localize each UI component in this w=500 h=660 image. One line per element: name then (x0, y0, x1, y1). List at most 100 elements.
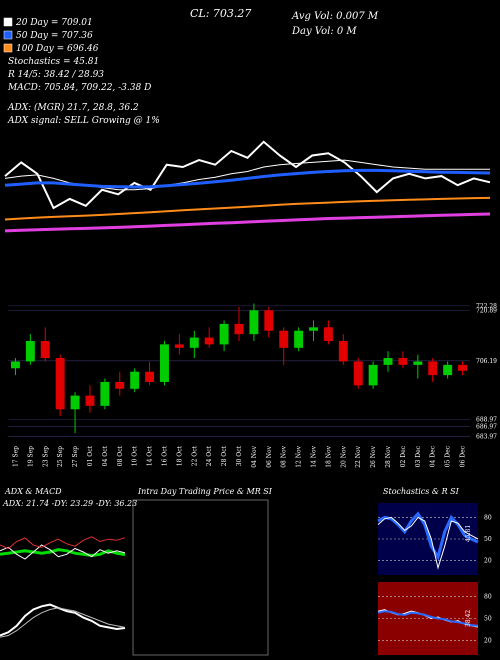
candle-body (174, 344, 184, 348)
x-tick-label: 22 Oct (191, 445, 198, 466)
y-tick-label: 80 (484, 594, 492, 601)
series-line (4, 196, 491, 221)
candle-body (249, 310, 259, 335)
legend-label: 20 Day = 709.01 (15, 18, 93, 28)
series-line (4, 212, 491, 233)
indicator: ADX signal: SELL Growing @ 1% (7, 116, 160, 126)
legend-swatch (3, 43, 13, 53)
x-tick-label: 10 Oct (132, 445, 139, 466)
panel-subtitle: ADX: 21.74 -DY: 23.29 -DY: 36.23 (2, 499, 137, 508)
candle-body (100, 381, 110, 406)
x-tick-label: 26 Nov (370, 445, 377, 467)
panel-title: Stochastics & R SI (383, 487, 460, 496)
candle-body (443, 364, 453, 376)
x-tick-label: 04 Dec (430, 445, 437, 467)
x-tick-label: 14 Oct (147, 445, 154, 466)
indicator: Stochastics = 45.81 (8, 57, 99, 67)
series-line (0, 607, 126, 638)
candle-body (204, 337, 214, 345)
candle-body (55, 358, 65, 410)
candle-body (25, 340, 35, 362)
candle-body (85, 395, 95, 406)
legend-swatch (3, 17, 13, 27)
candle-body (264, 310, 274, 331)
x-tick-label: 03 Dec (415, 445, 422, 467)
candle-body (323, 327, 333, 341)
x-tick-label: 06 Dec (460, 445, 467, 467)
series-line (0, 544, 126, 560)
panel-title: ADX & MACD (4, 487, 62, 496)
y-tick-label: 686.97 (476, 423, 497, 430)
x-tick-label: 16 Oct (161, 445, 168, 466)
y-tick-label: 688.97 (476, 417, 497, 424)
y-tick-label: 20 (484, 637, 492, 644)
candle-body (234, 323, 244, 335)
series-line (4, 140, 491, 210)
series-line (0, 536, 126, 550)
indicator: ADX: (MGR) 21.7, 28.8, 36.2 (7, 102, 139, 113)
y-tick-label: 50 (484, 536, 492, 543)
y-tick-label: 50 (484, 616, 492, 623)
candle-body (309, 327, 318, 331)
x-tick-label: 17 Sep (12, 446, 19, 467)
x-tick-label: 08 Nov (281, 445, 288, 467)
y-tick-label: 722.28 (476, 303, 497, 310)
legend-swatch (3, 30, 13, 40)
x-tick-label: 19 Sep (27, 446, 34, 467)
candle-body (398, 358, 408, 365)
candle-body (413, 361, 423, 365)
candle-body (458, 364, 468, 371)
candle-body (294, 330, 304, 348)
x-tick-label: 22 Nov (355, 445, 362, 467)
x-tick-label: 06 Nov (266, 445, 273, 467)
intraday-box (132, 499, 269, 656)
candle-body (353, 361, 363, 386)
candle-body (145, 371, 155, 382)
candle-body (10, 361, 20, 369)
x-tick-label: 02 Dec (400, 445, 407, 467)
indicator: MACD: 705.84, 709.22, -3.38 D (7, 83, 151, 93)
candle-body (219, 323, 229, 345)
y-tick-label: 720.89 (476, 308, 497, 315)
x-tick-label: 18 Nov (325, 445, 332, 467)
value-label: 45.81 (465, 525, 472, 542)
x-tick-label: 27 Sep (72, 446, 79, 467)
x-tick-label: 24 Oct (206, 445, 213, 466)
avg-volume: Avg Vol: 0.007 M (291, 11, 379, 22)
indicator: R 14/5: 38.42 / 28.93 (7, 70, 104, 80)
intraday-title: Intra Day Trading Price & MR SI (137, 487, 273, 496)
x-tick-label: 01 Oct (87, 445, 94, 466)
y-tick-label: 706.19 (476, 358, 497, 365)
x-tick-label: 05 Dec (445, 445, 452, 467)
candle-body (115, 381, 125, 389)
y-tick-label: 683.97 (476, 434, 497, 441)
x-tick-label: 04 Oct (102, 445, 109, 466)
candle-body (368, 364, 378, 386)
x-tick-label: 23 Sep (42, 446, 49, 467)
x-tick-label: 20 Nov (340, 445, 347, 467)
x-tick-label: 04 Nov (251, 445, 258, 467)
candle-body (70, 395, 80, 410)
x-tick-label: 28 Oct (221, 445, 228, 466)
day-volume: Day Vol: 0 M (291, 26, 357, 37)
y-tick-label: 20 (484, 558, 492, 565)
x-tick-label: 30 Oct (236, 445, 243, 466)
x-tick-label: 12 Nov (296, 445, 303, 467)
series-line (0, 548, 126, 558)
series-line (377, 516, 479, 570)
close-price: CL: 703.27 (190, 7, 251, 20)
candle-body (338, 340, 348, 362)
series-line (4, 168, 491, 189)
candle-body (383, 358, 393, 365)
candle-body (160, 344, 169, 382)
y-tick-label: 80 (484, 514, 492, 521)
series-line (377, 511, 479, 561)
series-line (0, 603, 126, 637)
x-tick-label: 18 Oct (176, 445, 183, 466)
x-tick-label: 28 Nov (385, 445, 392, 467)
x-tick-label: 08 Oct (117, 445, 124, 466)
series-line (377, 610, 479, 627)
candle-body (279, 330, 289, 348)
x-tick-label: 14 Nov (311, 445, 318, 467)
